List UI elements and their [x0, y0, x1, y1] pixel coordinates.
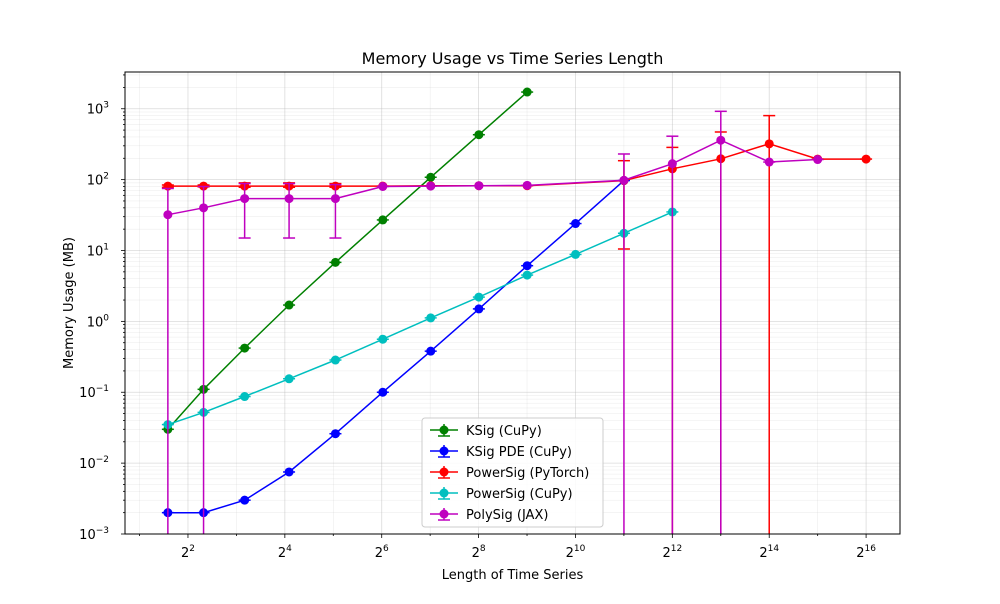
legend-label: PowerSig (CuPy): [466, 487, 573, 502]
data-point: [764, 139, 774, 149]
y-tick-label: 100: [87, 313, 110, 330]
data-point: [522, 180, 532, 190]
data-point: [619, 175, 629, 185]
x-tick-label: 26: [375, 544, 389, 561]
data-point: [522, 261, 532, 271]
data-point: [764, 157, 774, 167]
x-tick-label: 212: [662, 544, 682, 561]
data-point: [426, 172, 436, 182]
data-point: [474, 130, 484, 140]
y-axis-label: Memory Usage (MB): [62, 237, 77, 369]
data-point: [667, 159, 677, 169]
data-point: [378, 334, 388, 344]
legend-item: KSig PDE (CuPy): [430, 445, 572, 460]
legend-item: PowerSig (CuPy): [430, 487, 573, 502]
data-point: [240, 392, 250, 402]
data-point: [474, 304, 484, 314]
data-point: [330, 194, 340, 204]
data-point: [426, 346, 436, 356]
data-point: [571, 249, 581, 259]
data-point: [330, 429, 340, 439]
data-point: [240, 343, 250, 353]
data-point: [378, 215, 388, 225]
plot-frame: [124, 71, 901, 535]
data-point: [571, 219, 581, 229]
data-point: [474, 292, 484, 302]
series-3: [161, 207, 679, 430]
y-tick-label: 101: [87, 242, 109, 259]
series-line: [167, 211, 673, 426]
tick-layer: 22 24 26 28 210 212 214 216 10−3 10−2 10−1 100 101 10…: [79, 74, 876, 561]
x-tick-label: 22: [181, 544, 195, 561]
y-tick-label: 102: [87, 172, 109, 189]
data-point: [330, 355, 340, 365]
data-point: [199, 203, 209, 213]
legend-item: PolySig (JAX): [430, 508, 548, 523]
legend-marker: [439, 425, 449, 435]
data-point: [474, 181, 484, 191]
data-point: [284, 194, 294, 204]
legend-item: PowerSig (PyTorch): [430, 466, 589, 481]
x-tick-label: 216: [856, 544, 876, 561]
x-axis-label: Length of Time Series: [442, 568, 584, 583]
data-point: [522, 270, 532, 280]
legend-label: KSig (CuPy): [466, 424, 542, 439]
x-tick-label: 28: [472, 544, 486, 561]
data-point: [284, 300, 294, 310]
data-point: [240, 194, 250, 204]
series-4: [161, 110, 824, 534]
legend-label: KSig PDE (CuPy): [466, 445, 572, 460]
legend-box: [421, 417, 604, 528]
legend-marker: [439, 467, 449, 477]
y-tick-label: 10−3: [79, 526, 109, 543]
legend: KSig (CuPy) KSig PDE (CuPy) PowerSig (PyTo…: [421, 417, 604, 528]
legend-item: KSig (CuPy): [430, 424, 542, 439]
x-tick-label: 210: [566, 544, 586, 561]
data-point: [378, 181, 388, 191]
data-point: [378, 387, 388, 397]
x-tick-label: 214: [759, 544, 779, 561]
data-point: [163, 210, 173, 220]
data-point: [716, 135, 726, 145]
data-point: [284, 374, 294, 384]
data-point: [284, 467, 294, 477]
y-tick-label: 10−1: [79, 384, 109, 401]
data-point: [330, 257, 340, 267]
legend-marker: [439, 509, 449, 519]
data-point: [813, 155, 823, 165]
data-point: [861, 154, 871, 164]
legend-marker: [439, 446, 449, 456]
data-point: [240, 495, 250, 505]
x-tick-label: 24: [278, 544, 292, 561]
chart-title: Memory Usage vs Time Series Length: [362, 49, 664, 68]
legend-label: PolySig (JAX): [466, 508, 548, 523]
y-tick-label: 103: [87, 101, 109, 118]
data-point: [522, 87, 532, 97]
series-0: [161, 87, 534, 434]
data-point: [426, 313, 436, 323]
series-layer: [161, 87, 873, 534]
legend-marker: [439, 488, 449, 498]
y-tick-label: 10−2: [79, 455, 109, 472]
series-line: [167, 139, 818, 216]
legend-label: PowerSig (PyTorch): [466, 466, 589, 481]
data-point: [426, 181, 436, 191]
